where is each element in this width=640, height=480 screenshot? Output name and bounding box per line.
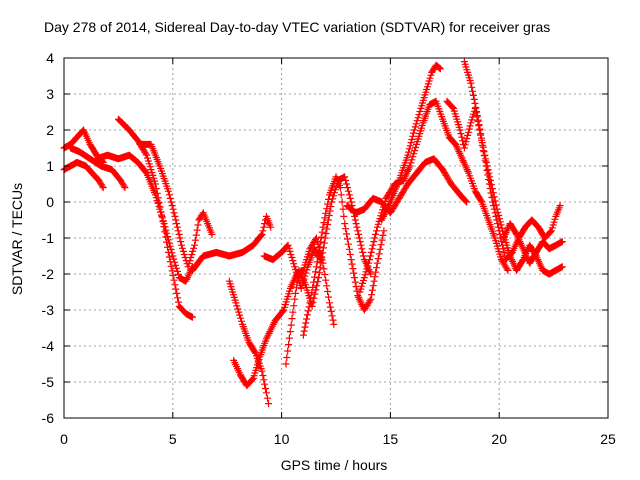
series-track-3 [67,144,129,192]
y-tick-label: 4 [46,50,54,66]
y-axis-label: SDTVAR / TECUs [9,183,25,295]
data-point-markers [225,277,272,408]
ticks-layer [63,57,609,419]
series-track-8 [225,277,272,408]
y-tick-label: -6 [42,410,55,426]
y-tick-label: 1 [46,158,54,174]
x-tick-label: 25 [600,431,616,447]
y-tick-label: -1 [42,230,55,246]
x-tick-label: 20 [491,431,507,447]
y-tick-label: -5 [42,374,55,390]
grid-layer [64,58,608,418]
data-point-markers [114,115,196,321]
x-tick-label: 10 [274,431,290,447]
series-track-13 [343,155,471,217]
data-point-markers [460,58,566,278]
y-tick-label: -3 [42,302,55,318]
series-track-17 [460,58,566,278]
x-tick-label: 5 [169,431,177,447]
y-tick-labels: -6 -5 -4 -3 -2 -1 0 1 2 3 4 [42,50,55,426]
data-point-markers [299,173,388,339]
series-track-18 [500,220,566,267]
data-points-layer [60,58,566,408]
x-tick-labels: 0 5 10 15 20 25 [60,431,616,447]
data-point-markers [136,140,216,271]
series-track-14 [356,97,512,296]
y-tick-label: 0 [46,194,54,210]
data-point-markers [188,212,275,274]
chart-title: Day 278 of 2014, Sidereal Day-to-day VTE… [44,19,550,35]
series-track-5 [114,115,196,321]
x-tick-label: 0 [60,431,68,447]
series-track-6 [136,140,216,271]
series-track-12 [299,173,388,339]
series-track-7 [188,212,275,274]
y-tick-label: 3 [46,86,54,102]
x-axis-label: GPS time / hours [281,457,388,473]
data-point-markers [67,144,129,192]
data-point-markers [343,155,471,217]
y-tick-label: -2 [42,266,55,282]
data-point-markers [378,61,444,224]
y-tick-label: 2 [46,122,54,138]
data-point-markers [500,220,566,267]
y-tick-label: -4 [42,338,55,354]
x-tick-label: 15 [383,431,399,447]
data-point-markers [356,97,512,296]
series-track-15 [378,61,444,224]
